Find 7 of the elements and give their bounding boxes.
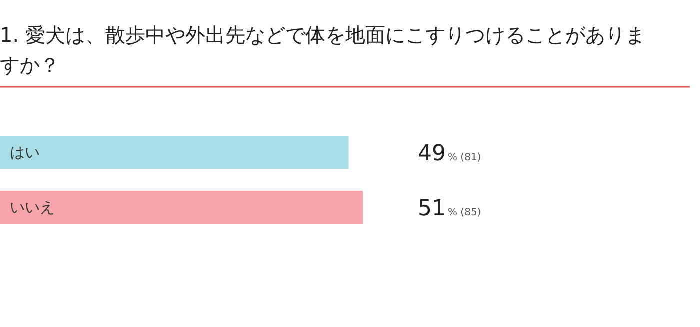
bar: はい 49% (81) bbox=[0, 136, 482, 169]
y-tick-label: はい bbox=[10, 144, 40, 162]
data-label: 49% (81) bbox=[418, 142, 482, 166]
y-tick-label: いいえ bbox=[10, 198, 55, 217]
data-label: 51% (85) bbox=[418, 196, 482, 222]
title: 1. 愛犬は、散歩中や外出先などで体を地面にこすりつけることがありますか？ bbox=[0, 23, 646, 77]
bar: いいえ 51% (85) bbox=[0, 191, 482, 224]
